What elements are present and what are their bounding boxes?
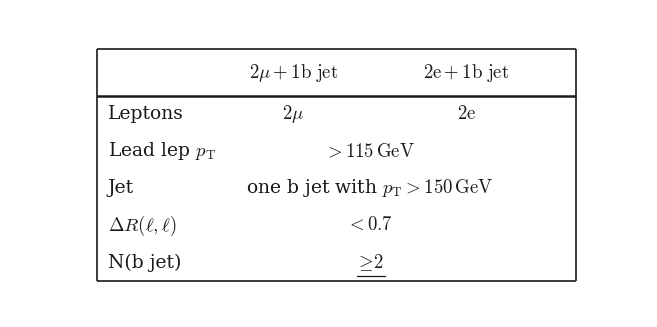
Text: Jet: Jet	[108, 180, 134, 198]
Text: $\Delta R(\ell, \ell)$: $\Delta R(\ell, \ell)$	[108, 213, 176, 237]
Text: $2\mu + 1\mathrm{b\ jet}$: $2\mu + 1\mathrm{b\ jet}$	[249, 61, 338, 84]
Text: $\geq\!2$: $\geq\!2$	[355, 252, 384, 273]
Text: $2\mathrm{e} + 1\mathrm{b\ jet}$: $2\mathrm{e} + 1\mathrm{b\ jet}$	[423, 61, 510, 84]
Text: $2\mu$: $2\mu$	[283, 103, 305, 125]
Text: N(b jet): N(b jet)	[108, 253, 181, 272]
Text: Lead lep $p_{\mathrm{T}}$: Lead lep $p_{\mathrm{T}}$	[108, 140, 215, 163]
Text: one b jet with $p_{\mathrm{T}} > 150\,\mathrm{GeV}$: one b jet with $p_{\mathrm{T}} > 150\,\m…	[246, 178, 493, 199]
Text: $> 115\,\mathrm{GeV}$: $> 115\,\mathrm{GeV}$	[325, 143, 415, 161]
Text: ${<}0.7$: ${<}0.7$	[346, 216, 393, 234]
Text: $2\mathrm{e}$: $2\mathrm{e}$	[457, 105, 476, 123]
Text: Leptons: Leptons	[108, 105, 183, 123]
